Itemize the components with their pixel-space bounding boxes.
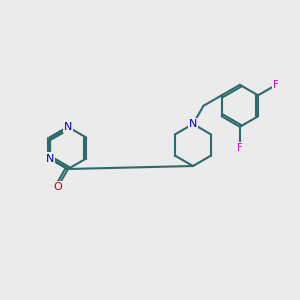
Text: F: F: [237, 143, 243, 153]
Text: N: N: [46, 154, 54, 164]
Text: F: F: [273, 80, 279, 90]
Text: O: O: [53, 182, 62, 192]
Text: N: N: [189, 119, 197, 129]
Text: N: N: [64, 122, 72, 132]
